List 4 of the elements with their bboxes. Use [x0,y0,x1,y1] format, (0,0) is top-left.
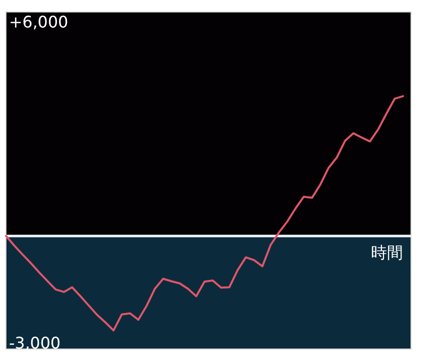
y-tick-label: +6,000 [9,12,68,32]
line-series [5,95,404,332]
y-tick-label: -3,000 [9,333,61,352]
x-axis-title: 時間 [371,242,403,262]
